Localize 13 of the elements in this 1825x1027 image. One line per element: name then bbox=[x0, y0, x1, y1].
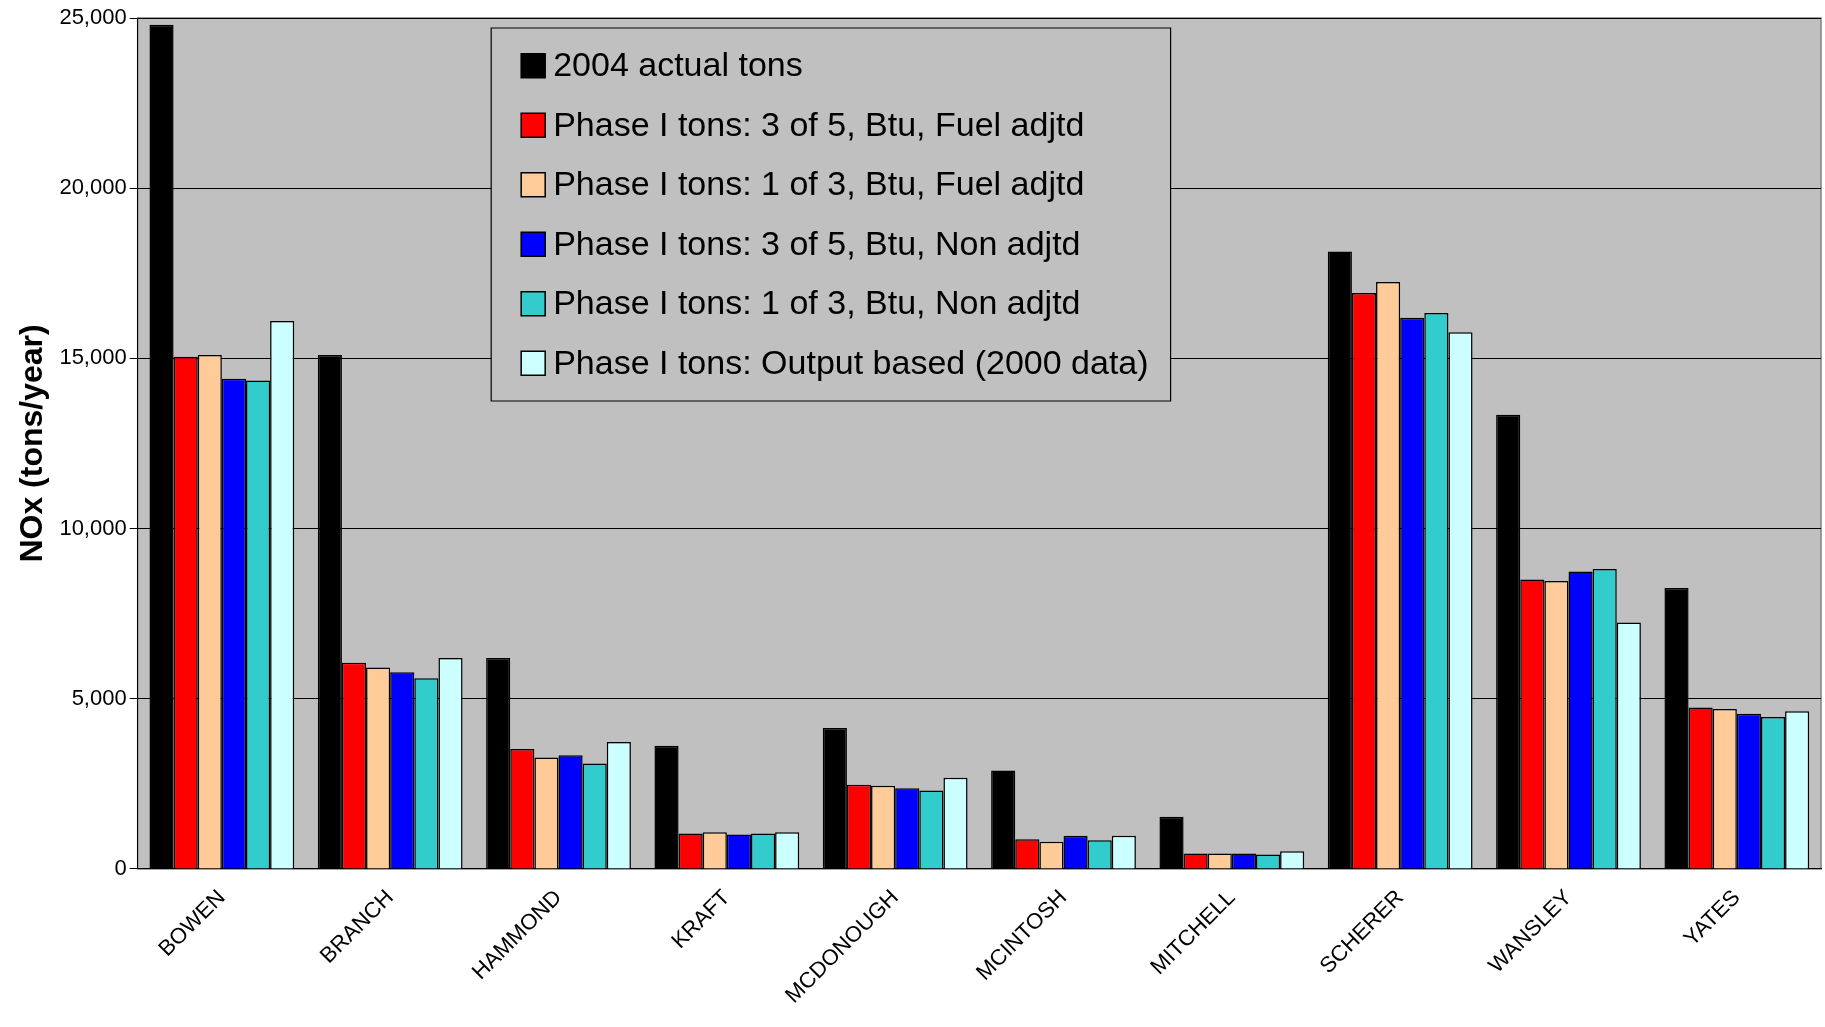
legend-label: Phase I tons: 1 of 3, Btu, Non adjtd bbox=[553, 283, 1081, 322]
legend-label: Phase I tons: 3 of 5, Btu, Fuel adjtd bbox=[553, 104, 1085, 143]
y-axis-title: NOx (tons/year) bbox=[13, 324, 50, 563]
y-tick-label: 10,000 bbox=[59, 514, 127, 540]
legend-label: Phase I tons: 1 of 3, Btu, Fuel adjtd bbox=[553, 164, 1085, 203]
y-tick-label: 5,000 bbox=[71, 684, 127, 710]
legend-label: Phase I tons: Output based (2000 data) bbox=[553, 342, 1149, 381]
y-tick-label: 20,000 bbox=[59, 174, 127, 200]
y-tick-label: 0 bbox=[114, 854, 127, 880]
legend-label: 2004 actual tons bbox=[553, 45, 803, 84]
y-tick-label: 25,000 bbox=[59, 4, 127, 30]
y-tick-label: 15,000 bbox=[59, 344, 127, 370]
legend-label: Phase I tons: 3 of 5, Btu, Non adjtd bbox=[553, 223, 1081, 262]
